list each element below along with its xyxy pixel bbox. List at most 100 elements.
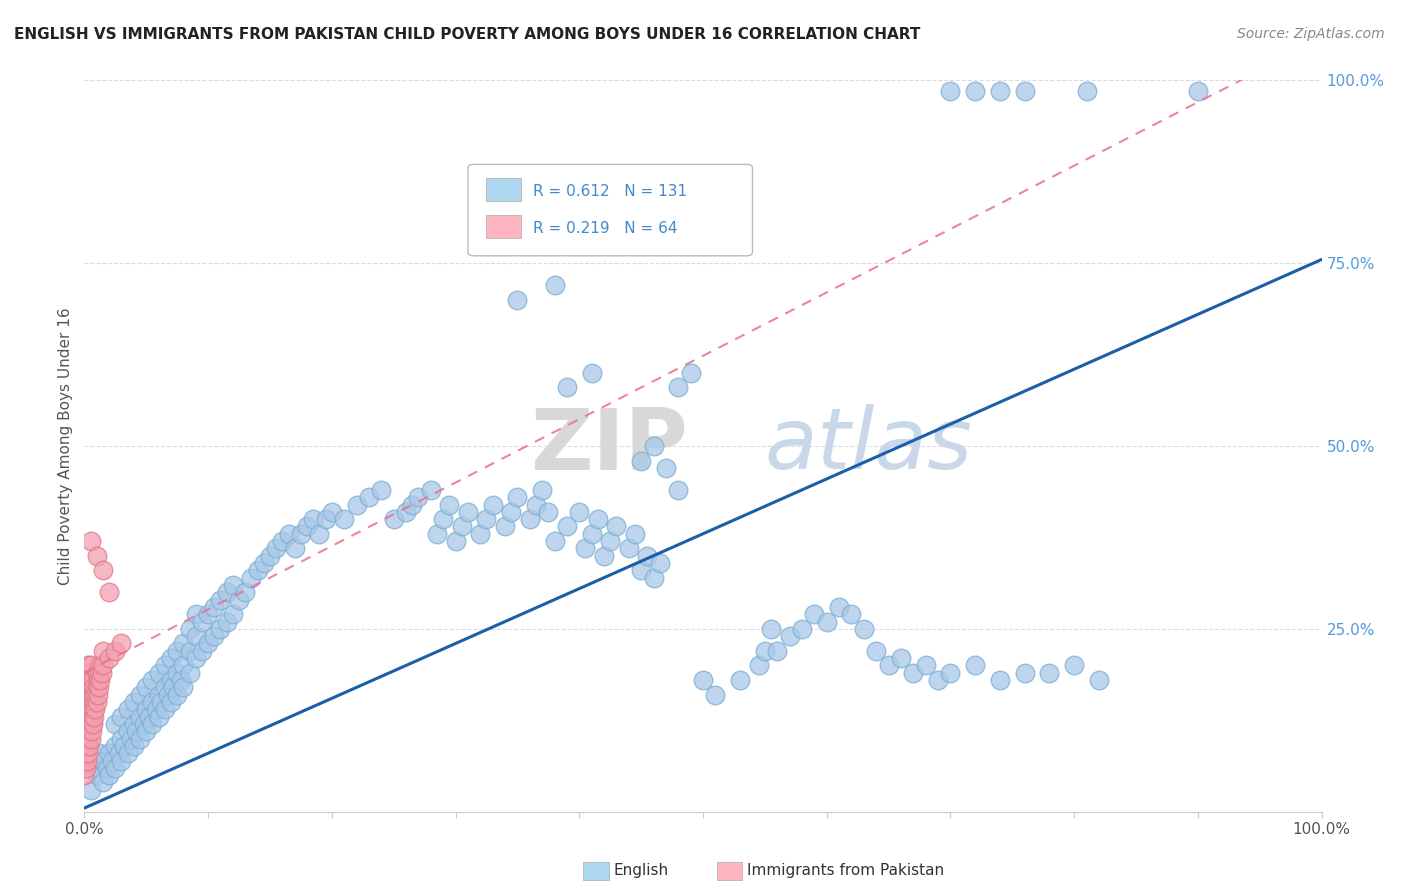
Point [346, 498, 368, 512]
Point [506, 293, 529, 307]
Point [79, 739, 101, 753]
Point [643, 571, 665, 585]
Point [939, 665, 962, 680]
FancyBboxPatch shape [468, 164, 752, 256]
Point [91, 658, 114, 673]
Point [91, 563, 114, 577]
Point [90, 665, 112, 680]
Point [79, 724, 101, 739]
Point [77, 688, 100, 702]
Point [141, 695, 163, 709]
Point [457, 505, 479, 519]
Point [890, 651, 912, 665]
Point [501, 505, 523, 519]
Point [125, 724, 148, 739]
Point [77, 731, 100, 746]
Point [83, 695, 105, 709]
Point [748, 658, 770, 673]
Point [624, 526, 647, 541]
Point [692, 673, 714, 687]
Point [145, 702, 167, 716]
Point [264, 541, 287, 556]
Point [79, 658, 101, 673]
Point [153, 681, 176, 695]
Bar [486, 178, 522, 201]
Point [927, 673, 949, 687]
Point [79, 782, 101, 797]
Point [382, 512, 405, 526]
Point [77, 673, 100, 687]
Point [75, 746, 97, 760]
Point [965, 658, 987, 673]
Point [581, 526, 603, 541]
Point [172, 681, 194, 695]
Point [76, 681, 98, 695]
Point [215, 615, 238, 629]
Point [129, 709, 152, 723]
Text: atlas: atlas [765, 404, 973, 488]
Point [84, 702, 107, 716]
Point [475, 512, 498, 526]
Point [222, 578, 245, 592]
Point [129, 688, 152, 702]
Point [184, 651, 207, 665]
Point [77, 658, 100, 673]
Point [86, 768, 108, 782]
Bar [486, 215, 522, 237]
Point [630, 563, 652, 577]
Point [450, 519, 472, 533]
Point [132, 717, 155, 731]
Point [828, 599, 851, 614]
Point [75, 761, 97, 775]
Point [76, 695, 98, 709]
Point [766, 644, 789, 658]
Point [574, 541, 596, 556]
Point [79, 731, 101, 746]
Point [470, 526, 492, 541]
Point [233, 585, 256, 599]
Point [83, 681, 105, 695]
Point [315, 512, 337, 526]
Point [108, 746, 131, 760]
Point [76, 724, 98, 739]
Point [117, 746, 139, 760]
Point [704, 688, 727, 702]
Point [122, 695, 145, 709]
Point [666, 380, 689, 394]
Point [1014, 84, 1036, 98]
Point [79, 665, 101, 680]
Point [481, 498, 503, 512]
Text: R = 0.219   N = 64: R = 0.219 N = 64 [533, 220, 678, 235]
Point [138, 709, 160, 723]
Point [253, 556, 276, 570]
Point [110, 731, 132, 746]
Point [162, 681, 184, 695]
Point [666, 483, 689, 497]
Point [599, 534, 621, 549]
Point [988, 84, 1011, 98]
Point [877, 658, 900, 673]
Point [141, 717, 163, 731]
Point [73, 768, 96, 782]
Point [77, 746, 100, 760]
Point [83, 709, 105, 723]
Point [77, 702, 100, 716]
Point [86, 665, 108, 680]
Point [172, 636, 194, 650]
Point [73, 739, 96, 753]
Point [432, 512, 454, 526]
Point [939, 84, 962, 98]
Point [104, 761, 127, 775]
Text: English: English [613, 863, 668, 878]
Point [815, 615, 838, 629]
Point [444, 534, 467, 549]
Point [75, 731, 97, 746]
Point [197, 607, 219, 622]
Point [91, 775, 114, 789]
Point [408, 490, 430, 504]
Point [284, 541, 307, 556]
Point [202, 599, 225, 614]
Point [531, 483, 554, 497]
Point [76, 739, 98, 753]
Point [80, 724, 103, 739]
